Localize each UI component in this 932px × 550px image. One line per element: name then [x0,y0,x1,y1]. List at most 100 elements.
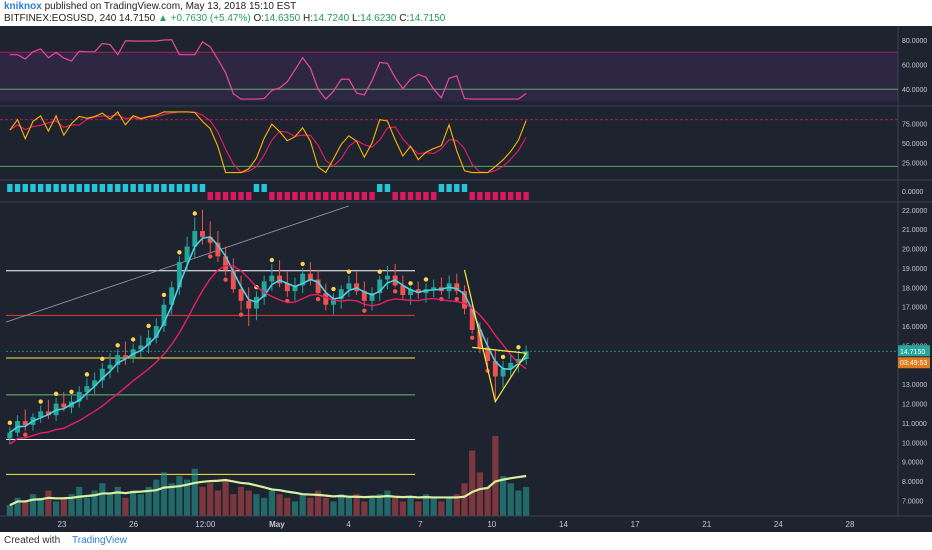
stoch-tick-label: 25.0000 [902,160,927,167]
signal-block [446,184,452,192]
candle-body [45,411,51,416]
signal-dot [300,261,305,267]
signal-block [222,192,229,200]
volume-bar [407,497,414,516]
rsi-line [9,39,527,100]
signal-block [338,192,344,200]
price-axis[interactable]: 22.0000 21.0000 20.0000 19.0000 18.0000 17.00… [0,26,932,516]
price-tick-label: 9.0000 [902,460,924,467]
volume-bar [384,490,391,516]
volume-bar [153,479,160,516]
signal-block [454,184,460,192]
candle-body [269,275,275,282]
chart-canvas[interactable]: 22.0000 21.0000 20.0000 19.0000 18.0000 17.00… [0,26,932,532]
volume-bar [83,497,90,516]
tradingview-logo-text[interactable]: TradingView [72,535,128,546]
signal-dot [377,269,382,274]
signal-block [346,192,352,200]
signal-block [477,192,483,200]
signal-block [53,184,59,192]
candle-body [92,380,98,387]
volume-bar [130,490,137,516]
candle-body [22,421,28,425]
candle-body [515,359,521,363]
signal-block [161,184,167,192]
volume-pane [6,436,530,516]
signal-dot [362,308,367,313]
volume-bar [376,494,383,516]
volume-bar [353,494,360,516]
signal-dot [192,211,197,216]
slow-ma-line [9,265,527,445]
price-tick-label: 12.0000 [902,402,927,409]
created-with-text: Created with [4,535,61,546]
signal-tick-label: 0.0000 [902,189,924,196]
candle-body [477,329,483,348]
candle-body [485,347,491,361]
signal-block [508,192,514,200]
signal-dot [84,372,90,377]
volume-bar [137,494,144,516]
signal-block [230,192,237,200]
signal-block [299,192,306,200]
signal-block [68,184,75,192]
current-price-label: 14.7150 [900,349,925,356]
signal-pane [7,184,529,200]
volume-bar [6,505,13,516]
candle-body [207,236,213,243]
signal-block [91,184,98,192]
signal-block [115,184,121,192]
candle-body [76,391,82,402]
price-tick-label: 10.0000 [902,440,927,447]
signal-block [238,192,244,200]
volume-bar [461,483,468,516]
stoch-k-line [9,111,527,174]
signal-dot [69,389,74,395]
price-tick-label: 17.0000 [902,305,927,312]
signal-block [145,184,152,192]
volume-bar [99,483,106,516]
time-tick-label: 10 [487,520,496,529]
signal-block [369,192,375,200]
volume-bar [184,479,191,516]
candle-body [61,403,67,408]
signal-block [515,192,522,200]
volume-bar [430,497,437,516]
stoch-tick-label: 50.0000 [902,141,927,148]
time-tick-label: 24 [774,520,783,529]
signal-block [353,192,360,200]
time-tick-label: 12:00 [195,520,216,529]
rsi-tick-label: 60.0000 [902,63,927,70]
volume-bar [176,476,183,516]
signal-block [423,192,429,200]
price-tick-label: 22.0000 [902,208,927,215]
signal-block [469,192,475,200]
volume-bar [415,501,422,516]
volume-bar [145,486,152,516]
candle-body [38,411,44,418]
volume-bar [22,501,29,516]
signal-block [400,192,406,200]
signal-dot [408,281,413,286]
volume-bar [284,497,291,516]
time-axis[interactable]: 23 26 12:00 May 4 7 10 14 17 21 24 28 [0,515,932,529]
volume-bar [37,497,44,516]
author-link[interactable]: kniknox [4,1,42,12]
candle-body [107,364,113,369]
candle-body [261,281,267,297]
signal-block [246,192,252,200]
time-tick-label: 23 [58,520,67,529]
volume-bar [114,486,121,516]
signal-block [138,184,144,192]
signal-block [84,184,90,192]
signal-block [99,184,106,192]
candle-body [408,289,414,296]
volume-bar [469,450,476,516]
signal-dot [500,354,506,360]
signal-block [253,184,260,192]
signal-dot [100,356,105,362]
volume-bar [361,501,368,516]
close-value: 14.7150 [409,13,446,24]
signal-block [500,192,506,200]
volume-bar [507,483,514,516]
